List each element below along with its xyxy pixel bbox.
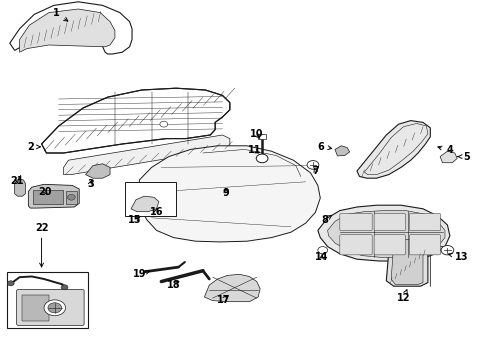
Text: 15: 15 [127,215,141,225]
Polygon shape [85,164,110,178]
Bar [7,272,88,328]
Text: 13: 13 [447,252,468,262]
FancyBboxPatch shape [339,213,371,231]
Circle shape [7,281,14,286]
Polygon shape [63,135,229,175]
Circle shape [44,300,65,316]
Text: 7: 7 [311,166,318,176]
Text: 18: 18 [166,280,180,290]
Text: 17: 17 [217,294,230,305]
Polygon shape [327,211,444,257]
Polygon shape [386,236,427,286]
Text: 3: 3 [87,179,94,189]
Text: 4: 4 [437,145,452,156]
Text: 16: 16 [149,207,163,217]
Bar [22,295,49,321]
Polygon shape [204,274,260,302]
Text: 6: 6 [316,141,331,152]
Text: 11: 11 [247,145,261,156]
Circle shape [317,247,327,254]
Circle shape [48,303,61,313]
Text: 22: 22 [35,222,48,267]
Polygon shape [390,239,422,284]
Polygon shape [10,2,132,54]
Polygon shape [41,88,229,153]
Text: 8: 8 [321,215,331,225]
Circle shape [440,246,453,255]
Polygon shape [334,146,349,156]
FancyBboxPatch shape [408,235,440,255]
FancyBboxPatch shape [339,235,371,255]
Text: 10: 10 [249,129,263,139]
FancyBboxPatch shape [373,213,405,231]
Polygon shape [20,9,115,52]
FancyBboxPatch shape [17,289,84,325]
Text: 20: 20 [38,186,52,197]
FancyBboxPatch shape [373,235,405,255]
Polygon shape [28,184,79,208]
Text: 5: 5 [457,152,469,162]
Polygon shape [356,121,429,178]
Text: 14: 14 [314,252,328,262]
Polygon shape [15,179,25,196]
Text: 19: 19 [132,269,149,279]
Circle shape [306,161,318,169]
Text: 1: 1 [53,8,68,21]
Text: 21: 21 [10,176,24,186]
Bar [33,190,62,204]
Polygon shape [439,151,456,163]
Circle shape [61,285,68,290]
Polygon shape [139,146,320,242]
Polygon shape [131,196,159,212]
Bar [66,191,77,204]
Text: 2: 2 [27,142,40,152]
FancyBboxPatch shape [408,213,440,231]
Bar [124,182,176,216]
Text: 9: 9 [222,188,229,198]
Polygon shape [317,205,449,261]
Circle shape [160,121,167,127]
Text: 12: 12 [396,290,409,303]
Bar [258,134,265,139]
Circle shape [256,154,267,163]
Circle shape [67,194,75,200]
